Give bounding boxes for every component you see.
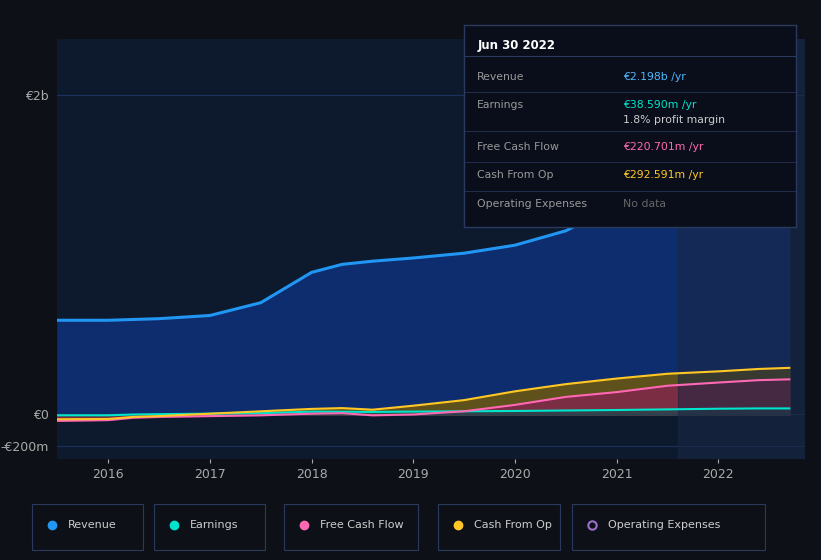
Text: Earnings: Earnings bbox=[477, 100, 525, 110]
Text: Earnings: Earnings bbox=[190, 520, 238, 530]
Text: 1.8% profit margin: 1.8% profit margin bbox=[623, 115, 726, 125]
Text: Revenue: Revenue bbox=[477, 72, 525, 82]
Text: No data: No data bbox=[623, 199, 667, 208]
Text: Revenue: Revenue bbox=[67, 520, 117, 530]
Text: €2.198b /yr: €2.198b /yr bbox=[623, 72, 686, 82]
Text: €292.591m /yr: €292.591m /yr bbox=[623, 170, 704, 180]
Text: €38.590m /yr: €38.590m /yr bbox=[623, 100, 697, 110]
FancyBboxPatch shape bbox=[284, 504, 419, 550]
Bar bbox=[677, 39, 805, 459]
Text: Operating Expenses: Operating Expenses bbox=[608, 520, 720, 530]
FancyBboxPatch shape bbox=[32, 504, 143, 550]
Text: Operating Expenses: Operating Expenses bbox=[477, 199, 587, 208]
Text: Free Cash Flow: Free Cash Flow bbox=[477, 142, 559, 152]
Text: Cash From Op: Cash From Op bbox=[477, 170, 553, 180]
FancyBboxPatch shape bbox=[438, 504, 560, 550]
Text: Cash From Op: Cash From Op bbox=[474, 520, 552, 530]
FancyBboxPatch shape bbox=[154, 504, 264, 550]
Text: €220.701m /yr: €220.701m /yr bbox=[623, 142, 704, 152]
Text: Jun 30 2022: Jun 30 2022 bbox=[477, 39, 555, 52]
FancyBboxPatch shape bbox=[572, 504, 765, 550]
Text: Free Cash Flow: Free Cash Flow bbox=[320, 520, 403, 530]
